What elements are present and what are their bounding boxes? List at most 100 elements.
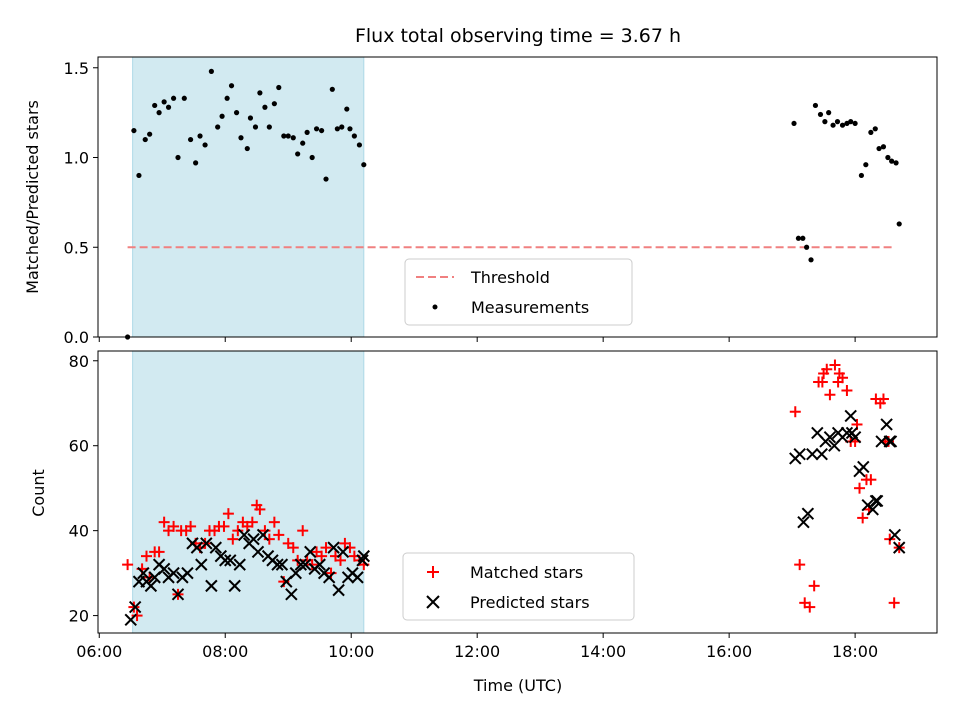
matched-star-marker xyxy=(232,525,244,537)
measurement-point xyxy=(319,127,325,134)
predicted-star-marker xyxy=(128,600,142,614)
predicted-star-marker xyxy=(801,507,815,520)
bottom-legend-box xyxy=(402,552,635,621)
predicted-star-marker xyxy=(845,426,859,440)
measurement-point xyxy=(323,176,329,182)
chart-title: Flux total observing time = 3.67 h xyxy=(355,25,681,47)
predicted-star-marker xyxy=(793,447,806,461)
predicted-star-marker xyxy=(356,554,369,567)
measurement-point xyxy=(313,126,320,132)
measurement-point xyxy=(276,84,282,91)
matched-star-marker xyxy=(297,525,309,537)
matched-star-marker xyxy=(273,529,285,541)
predicted-star-marker xyxy=(237,528,251,542)
measurement-point xyxy=(271,101,277,107)
measurement-point xyxy=(309,154,315,161)
matched-star-marker xyxy=(153,546,165,558)
measurement-point xyxy=(181,95,187,101)
x-tick-label: 10:00 xyxy=(328,642,374,661)
measurement-point xyxy=(889,158,895,164)
predicted-star-marker xyxy=(806,447,819,461)
measurement-point xyxy=(300,140,306,146)
legend-measurements-label: Measurements xyxy=(471,298,589,317)
predicted-star-marker xyxy=(209,541,222,554)
top-x-axis xyxy=(98,337,856,342)
predicted-star-marker xyxy=(171,588,185,601)
predicted-star-marker xyxy=(157,562,171,576)
matched-star-marker xyxy=(268,516,280,528)
predicted-star-marker xyxy=(840,426,854,440)
top-legend-box xyxy=(404,258,633,326)
measurement-point xyxy=(848,119,854,125)
measurement-point xyxy=(152,102,158,109)
bottom-y-axis: 20 40 60 80 xyxy=(69,352,98,626)
predicted-star-marker xyxy=(195,558,208,571)
matched-star-marker xyxy=(854,482,866,494)
measurement-point xyxy=(238,135,244,141)
matched-star-marker xyxy=(227,533,239,545)
predicted-star-marker xyxy=(336,545,350,559)
top-panel: 0.0 0.5 1.0 1.5 Matched/Predicted stars Thr… xyxy=(23,56,938,347)
top-plot-frame xyxy=(97,56,938,338)
x-tick-label: 14:00 xyxy=(580,642,626,661)
x-axis-label: Time (UTC) xyxy=(473,676,562,695)
predicted-star-marker xyxy=(200,537,213,550)
matched-star-marker xyxy=(222,508,234,520)
predicted-star-marker xyxy=(247,532,260,546)
predicted-star-marker xyxy=(224,554,237,567)
measurement-point xyxy=(885,154,891,161)
measurement-point xyxy=(285,133,291,139)
predicted-star-marker xyxy=(883,435,896,448)
y-tick-label: 1.5 xyxy=(64,59,89,78)
measurement-point xyxy=(244,145,250,152)
matched-star-marker xyxy=(254,503,266,515)
matched-star-marker xyxy=(122,559,134,571)
measurement-point xyxy=(161,99,167,105)
matched-star-marker xyxy=(821,363,833,375)
measurement-point xyxy=(347,126,353,132)
y-tick-label: 60 xyxy=(69,437,89,456)
matched-star-marker xyxy=(287,542,299,554)
matched-star-marker xyxy=(218,520,230,532)
predicted-star-marker xyxy=(271,558,284,571)
predicted-star-marker xyxy=(285,588,298,601)
matched-star-marker xyxy=(829,359,841,371)
measurement-point xyxy=(896,221,902,227)
matched-star-marker xyxy=(841,384,853,396)
measurement-point xyxy=(872,126,878,132)
measurement-point xyxy=(334,126,340,132)
predicted-star-marker xyxy=(322,571,336,584)
measurement-point xyxy=(356,142,363,148)
top-shaded-span xyxy=(132,56,365,338)
measurement-point xyxy=(868,129,874,135)
y-tick-label: 1.0 xyxy=(64,149,89,168)
measurement-point xyxy=(290,135,296,141)
measurement-point xyxy=(804,244,810,250)
matched-star-marker xyxy=(168,520,180,532)
predicted-star-marker xyxy=(357,549,371,563)
predicted-star-markers xyxy=(124,409,906,627)
measurement-point xyxy=(219,113,225,119)
top-y-axis-label: Matched/Predicted stars xyxy=(23,100,42,294)
predicted-star-marker xyxy=(137,566,150,580)
predicted-star-marker xyxy=(888,528,902,542)
matched-star-marker xyxy=(865,474,877,486)
predicted-star-marker xyxy=(815,447,828,461)
predicted-star-marker xyxy=(327,541,340,554)
measurement-point xyxy=(822,119,828,125)
measurement-point xyxy=(202,142,208,148)
predicted-star-marker xyxy=(857,460,870,474)
predicted-star-marker xyxy=(167,566,180,580)
measurement-point xyxy=(834,119,841,125)
top-legend: Threshold Measurements xyxy=(404,258,633,326)
measurement-point xyxy=(131,127,137,134)
matched-star-marker xyxy=(833,368,845,380)
predicted-star-marker xyxy=(205,579,218,593)
measurement-point xyxy=(858,172,865,179)
matched-star-marker xyxy=(857,512,869,524)
x-tick-label: 18:00 xyxy=(832,642,878,661)
predicted-star-marker xyxy=(844,409,857,423)
bottom-y-axis-label: Count xyxy=(29,469,48,517)
measurement-point xyxy=(257,90,263,96)
predicted-star-marker xyxy=(823,431,837,444)
